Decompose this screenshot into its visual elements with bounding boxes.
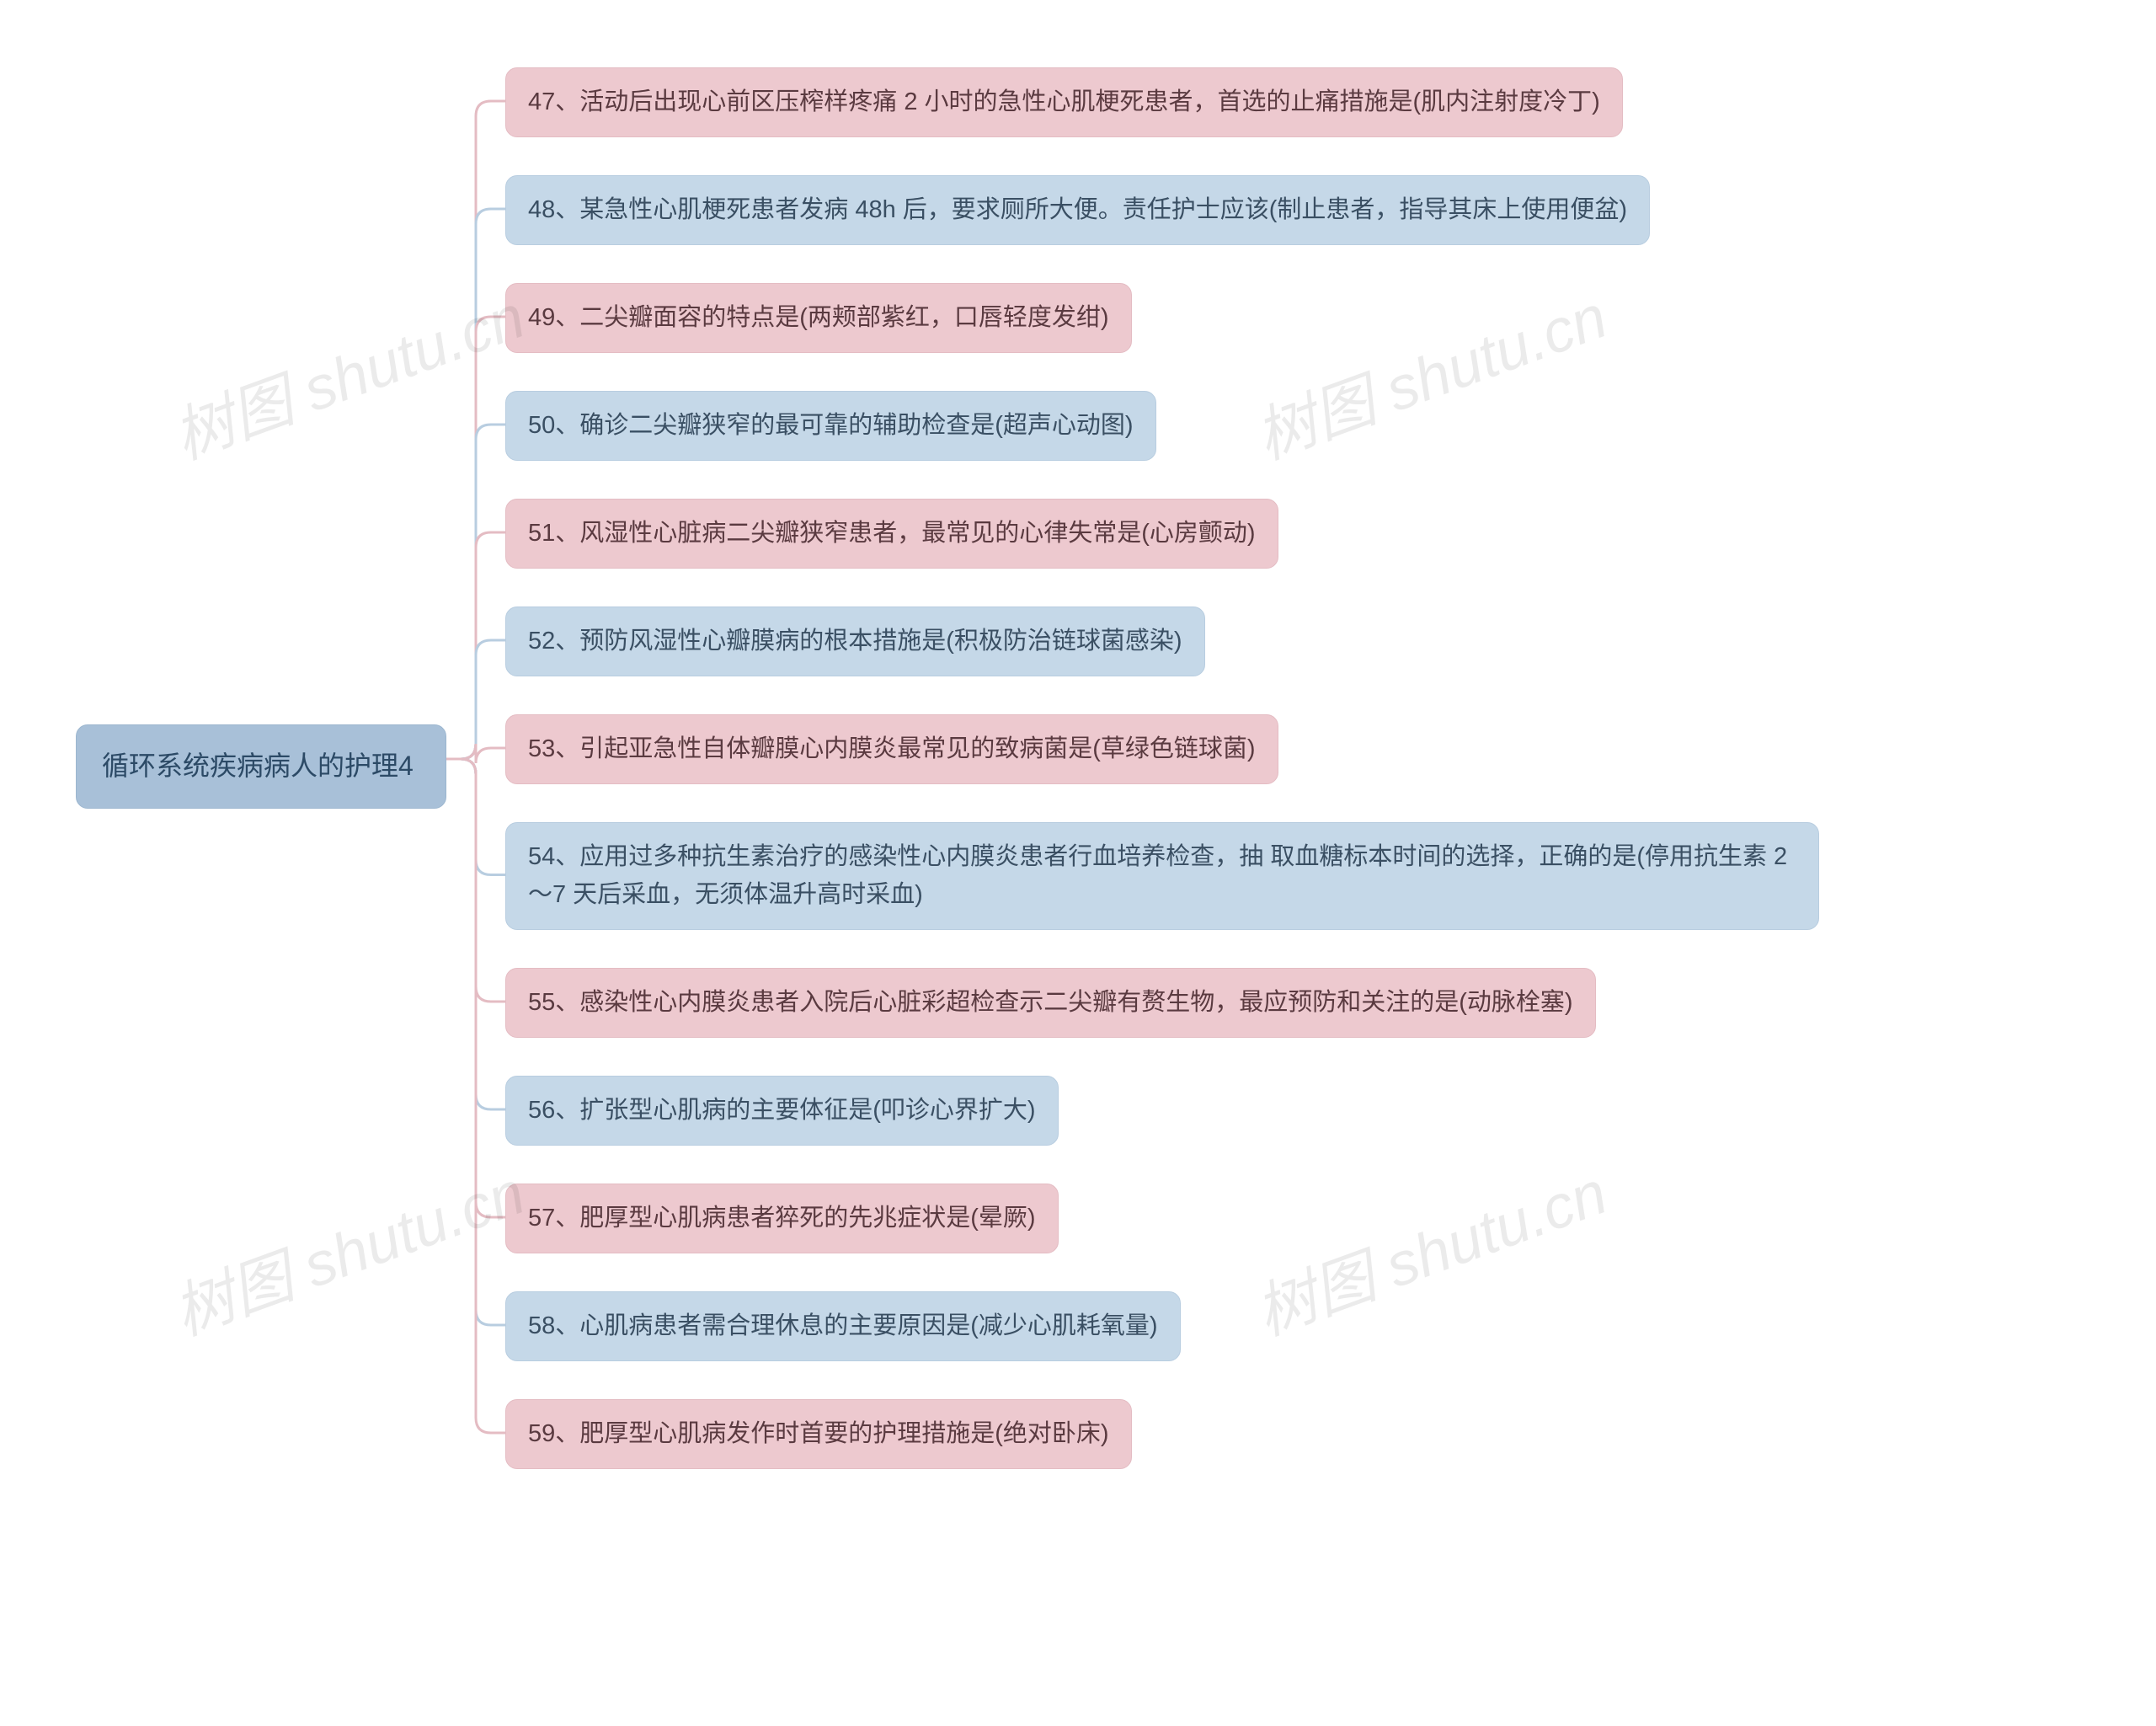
connector [446, 101, 505, 759]
child-node-49[interactable]: 49、二尖瓣面容的特点是(两颊部紫红，口唇轻度发绀) [505, 283, 1132, 353]
child-node-48[interactable]: 48、某急性心肌梗死患者发病 48h 后，要求厕所大便。责任护士应该(制止患者，… [505, 175, 1650, 245]
connector [446, 532, 505, 759]
connector [446, 317, 505, 759]
root-node[interactable]: 循环系统疾病病人的护理4 [76, 724, 446, 809]
connector [446, 425, 505, 759]
child-node-53[interactable]: 53、引起亚急性自体瓣膜心内膜炎最常见的致病菌是(草绿色链球菌) [505, 714, 1278, 784]
connector [446, 744, 505, 763]
connector [446, 640, 505, 759]
child-node-55[interactable]: 55、感染性心内膜炎患者入院后心脏彩超检查示二尖瓣有赘生物，最应预防和关注的是(… [505, 968, 1596, 1038]
connector [446, 759, 505, 1325]
watermark: 树图 shutu.cn [159, 267, 535, 476]
child-node-54[interactable]: 54、应用过多种抗生素治疗的感染性心内膜炎患者行血培养检查，抽 取血糖标本时间的… [505, 822, 1819, 930]
child-node-52[interactable]: 52、预防风湿性心瓣膜病的根本措施是(积极防治链球菌感染) [505, 607, 1205, 676]
connector [446, 209, 505, 759]
child-node-51[interactable]: 51、风湿性心脏病二尖瓣狭窄患者，最常见的心律失常是(心房颤动) [505, 499, 1278, 569]
child-node-59[interactable]: 59、肥厚型心肌病发作时首要的护理措施是(绝对卧床) [505, 1399, 1132, 1469]
child-node-57[interactable]: 57、肥厚型心肌病患者猝死的先兆症状是(晕厥) [505, 1184, 1059, 1253]
watermark: 树图 shutu.cn [1241, 267, 1617, 476]
child-node-58[interactable]: 58、心肌病患者需合理休息的主要原因是(减少心肌耗氧量) [505, 1291, 1181, 1361]
connector [446, 759, 505, 875]
watermark: 树图 shutu.cn [159, 1143, 535, 1352]
connector [446, 759, 505, 1433]
child-node-56[interactable]: 56、扩张型心肌病的主要体征是(叩诊心界扩大) [505, 1076, 1059, 1146]
mindmap-canvas: 循环系统疾病病人的护理4 47、活动后出现心前区压榨样疼痛 2 小时的急性心肌梗… [0, 0, 2156, 1726]
connector [446, 759, 505, 1109]
connector [446, 759, 505, 1002]
watermark: 树图 shutu.cn [1241, 1143, 1617, 1352]
connector [446, 759, 505, 1217]
child-node-47[interactable]: 47、活动后出现心前区压榨样疼痛 2 小时的急性心肌梗死患者，首选的止痛措施是(… [505, 67, 1623, 137]
child-node-50[interactable]: 50、确诊二尖瓣狭窄的最可靠的辅助检查是(超声心动图) [505, 391, 1156, 461]
